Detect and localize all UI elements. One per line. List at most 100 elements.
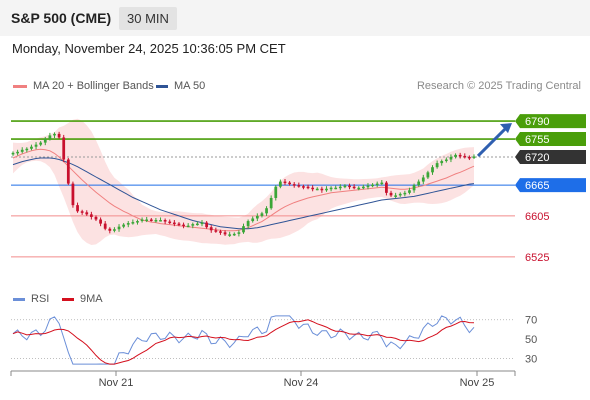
candle [223, 230, 227, 236]
candle-body [302, 186, 305, 188]
candle [149, 217, 153, 222]
candle [260, 211, 264, 218]
candle [89, 211, 93, 220]
ma20-swatch [13, 84, 27, 88]
level-tag-6665: 6665 [515, 178, 586, 193]
candle-body [228, 234, 232, 236]
candle [463, 153, 467, 159]
rsi-line [12, 315, 475, 365]
candle [20, 147, 24, 154]
candle-body [34, 144, 38, 147]
candle [246, 219, 250, 229]
datetime-label: Monday, November 24, 2025 10:36:05 PM CE… [12, 41, 286, 56]
candle-body [325, 188, 328, 191]
candle-body [389, 192, 393, 196]
candle [255, 213, 259, 222]
candle-body [191, 224, 195, 226]
candle-body [440, 161, 444, 164]
candle [80, 209, 84, 215]
candle [454, 153, 457, 159]
candle [421, 174, 425, 185]
candle-body [329, 187, 333, 190]
candle [163, 218, 167, 225]
candle [458, 152, 462, 159]
candle [472, 154, 476, 160]
candle-body [48, 135, 52, 140]
candle-body [80, 211, 84, 213]
candle [209, 225, 213, 233]
candle [375, 181, 379, 188]
candle [34, 142, 38, 150]
candle [306, 184, 310, 190]
candle-body [145, 219, 149, 222]
candle-body [149, 219, 153, 222]
level-tag-bg [515, 132, 586, 147]
legend-ma50: MA 50 [156, 80, 205, 92]
candle-body [444, 159, 448, 162]
candle [140, 217, 144, 223]
level-label-6790: 6790 [525, 116, 549, 128]
candle [380, 180, 384, 186]
candle-body [209, 227, 213, 231]
candle-body [380, 182, 384, 185]
candle-body [62, 137, 66, 160]
level-tag-6790: 6790 [515, 114, 586, 129]
candle-body [371, 184, 374, 187]
candle-body [343, 185, 347, 188]
candle [297, 182, 301, 188]
candle-body [348, 185, 351, 188]
candle [274, 185, 278, 201]
candle [228, 231, 232, 237]
candle-body [278, 181, 282, 187]
candle-body [366, 185, 370, 188]
candle [329, 186, 333, 192]
candle-body [16, 151, 19, 154]
candle-body [283, 181, 287, 184]
candle [108, 227, 112, 234]
candle-body [214, 230, 218, 232]
rsi-ma-line [12, 319, 475, 365]
candle [398, 192, 402, 197]
candle-body [177, 223, 181, 226]
candle [57, 131, 61, 140]
candle-body [454, 154, 457, 157]
candle [449, 154, 453, 163]
candle-body [394, 195, 398, 197]
level-label-6605: 6605 [525, 211, 549, 223]
candle-body [255, 215, 259, 219]
level-tag-6755: 6755 [515, 132, 586, 147]
candle [389, 190, 393, 197]
candle [352, 184, 356, 190]
candle-body [288, 182, 291, 185]
candle-body [89, 214, 93, 217]
candle-body [122, 224, 126, 227]
candle-body [338, 186, 342, 189]
candle-body [449, 156, 453, 160]
candle-body [320, 188, 324, 191]
candle [186, 223, 190, 228]
legend-rsi: RSI [13, 293, 49, 305]
candle [334, 185, 338, 190]
candle-body [265, 208, 268, 214]
candle [288, 181, 291, 186]
timeframe-badge[interactable]: 30 MIN [119, 7, 177, 30]
candle-body [292, 184, 296, 186]
candle-body [421, 177, 425, 182]
candle [348, 183, 351, 190]
candle [214, 227, 218, 233]
candle [444, 157, 448, 163]
candle [237, 230, 241, 237]
rsi-tick-label: 30 [525, 353, 537, 365]
candle-body [66, 159, 70, 184]
candle-body [269, 197, 273, 209]
candle-body [315, 188, 319, 191]
candle [394, 192, 398, 198]
candle-body [136, 221, 139, 223]
candle [242, 223, 245, 234]
candle [172, 220, 176, 227]
candle-body [99, 219, 102, 224]
candle-body [417, 181, 421, 186]
legend-rsi-ma: 9MA [62, 293, 103, 305]
candle [338, 184, 342, 191]
